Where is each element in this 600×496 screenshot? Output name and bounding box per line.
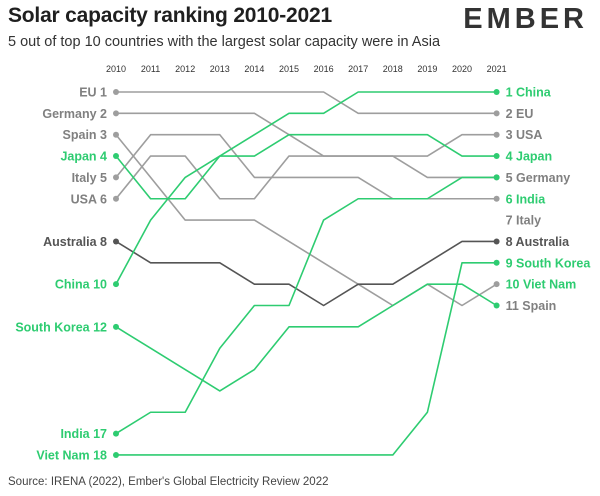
end-label-japan: 4 Japan bbox=[506, 150, 553, 164]
series-lines bbox=[115, 91, 498, 456]
year-tick-2015: 2015 bbox=[279, 64, 299, 74]
end-point-spain bbox=[493, 281, 500, 288]
year-tick-2020: 2020 bbox=[452, 64, 472, 74]
year-tick-2013: 2013 bbox=[210, 64, 230, 74]
series-line-china bbox=[115, 91, 497, 285]
end-point-china bbox=[493, 89, 500, 95]
year-axis: 2010 2011 2012 2013 2014 2015 2016 2017 2018 2019… bbox=[106, 64, 507, 74]
series-line-germany bbox=[116, 112, 497, 179]
end-point-usa bbox=[493, 131, 500, 138]
end-label-spain: 11 Spain bbox=[506, 299, 557, 313]
end-point-india bbox=[493, 174, 500, 181]
start-label-australia: Australia 8 bbox=[43, 235, 107, 249]
start-label-eu: EU 1 bbox=[79, 86, 107, 100]
start-point-viet-nam bbox=[113, 451, 119, 458]
series-line-italy bbox=[115, 133, 497, 200]
start-point-germany bbox=[113, 110, 119, 117]
start-label-germany: Germany 2 bbox=[42, 107, 107, 121]
series-line-spain bbox=[115, 134, 498, 307]
start-point-india bbox=[113, 430, 119, 437]
year-tick-2011: 2011 bbox=[141, 64, 160, 74]
end-point-south-korea bbox=[493, 302, 500, 309]
start-point-eu bbox=[113, 89, 119, 95]
chart-title: Solar capacity ranking 2010-2021 bbox=[8, 4, 332, 27]
end-label-south-korea: 10 Viet Nam bbox=[506, 278, 577, 292]
ember-logo: EMBER bbox=[463, 3, 588, 35]
end-label-germany: 5 Germany bbox=[506, 171, 571, 185]
start-label-italy: Italy 5 bbox=[72, 171, 107, 185]
series-line-viet-nam bbox=[116, 261, 497, 456]
end-point-australia bbox=[493, 238, 500, 245]
start-label-japan: Japan 4 bbox=[60, 150, 107, 164]
start-point-south-korea bbox=[113, 323, 119, 330]
series-line-eu bbox=[116, 91, 497, 115]
end-point-eu bbox=[493, 110, 500, 117]
end-point-japan bbox=[493, 153, 500, 160]
year-tick-2010: 2010 bbox=[106, 64, 126, 74]
series-line-india bbox=[115, 176, 497, 435]
start-point-japan bbox=[113, 153, 119, 160]
end-label-australia: 8 Australia bbox=[506, 235, 571, 249]
start-label-india: India 17 bbox=[60, 427, 107, 441]
year-tick-2012: 2012 bbox=[175, 64, 195, 74]
end-label-viet-nam: 9 South Korea bbox=[506, 256, 592, 270]
series-line-south-korea bbox=[115, 283, 498, 392]
start-point-usa bbox=[113, 195, 119, 202]
start-label-usa: USA 6 bbox=[71, 192, 107, 206]
year-tick-2019: 2019 bbox=[417, 64, 437, 74]
year-tick-2017: 2017 bbox=[348, 64, 368, 74]
start-point-italy bbox=[113, 174, 119, 181]
start-label-china: China 10 bbox=[55, 278, 107, 292]
start-labels: EU 1 Germany 2 Spain 3 Japan 4 Italy 5 USA 6 A… bbox=[15, 86, 107, 463]
end-label-china: 1 China bbox=[506, 86, 552, 100]
year-tick-2021: 2021 bbox=[487, 64, 507, 74]
end-point-italy bbox=[493, 195, 500, 202]
end-label-india: 6 India bbox=[506, 192, 547, 206]
start-point-australia bbox=[113, 238, 119, 245]
start-label-spain: Spain 3 bbox=[63, 128, 108, 142]
series-line-australia bbox=[115, 240, 497, 307]
year-tick-2014: 2014 bbox=[244, 64, 264, 74]
source-note: Source: IRENA (2022), Ember's Global Ele… bbox=[8, 476, 329, 488]
series-line-japan bbox=[115, 133, 497, 200]
end-label-eu: 2 EU bbox=[506, 107, 534, 121]
start-point-china bbox=[113, 281, 119, 288]
series-points bbox=[113, 89, 500, 458]
series-line-usa bbox=[115, 133, 497, 200]
year-tick-2016: 2016 bbox=[314, 64, 334, 74]
start-label-south-korea: South Korea 12 bbox=[15, 320, 107, 334]
end-label-usa: 3 USA bbox=[506, 128, 543, 142]
start-point-spain bbox=[113, 131, 119, 138]
start-label-viet-nam: Viet Nam 18 bbox=[36, 448, 107, 462]
end-labels: 2 EU 5 Germany 11 Spain 4 Japan 7 Italy 3 USA… bbox=[506, 86, 592, 314]
end-point-viet-nam bbox=[493, 259, 500, 266]
bump-chart: 2010 2011 2012 2013 2014 2015 2016 2017 2018 2019… bbox=[15, 64, 592, 463]
year-tick-2018: 2018 bbox=[383, 64, 403, 74]
chart-subtitle: 5 out of top 10 countries with the large… bbox=[8, 34, 441, 50]
end-label-italy: 7 Italy bbox=[506, 214, 541, 228]
